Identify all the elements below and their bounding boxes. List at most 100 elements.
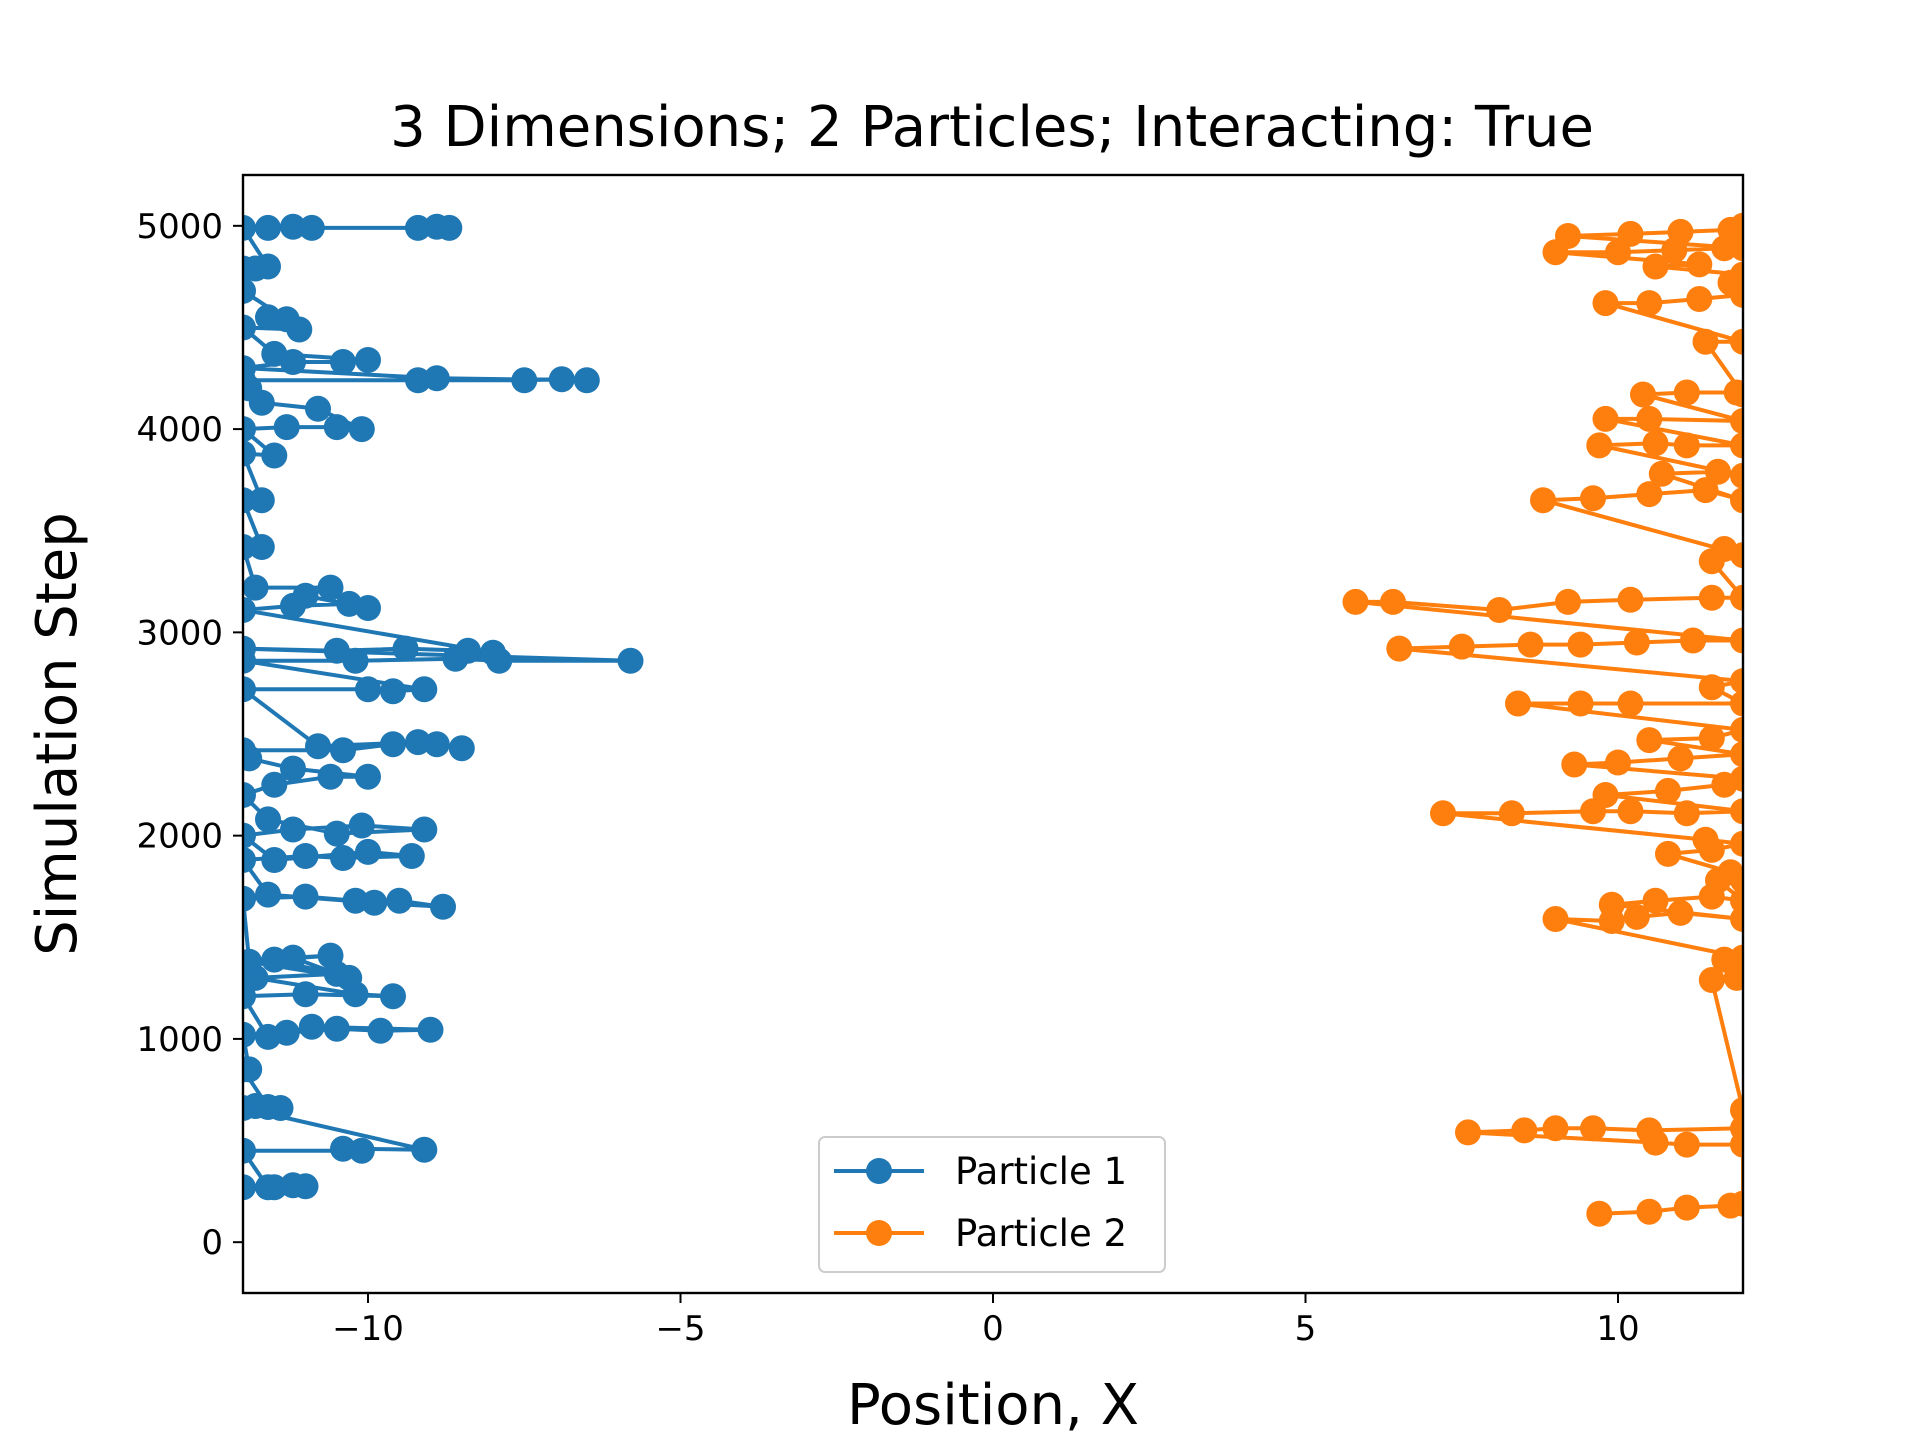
data-point-particle-2 — [1667, 218, 1694, 245]
data-point-particle-2 — [1617, 586, 1644, 613]
data-point-particle-2 — [1586, 432, 1613, 459]
data-point-particle-1 — [243, 1056, 263, 1083]
data-point-particle-1 — [243, 635, 256, 662]
data-point-particle-2 — [1542, 906, 1569, 932]
data-point-particle-2 — [1730, 584, 1743, 611]
data-point-particle-1 — [342, 887, 369, 914]
data-point-particle-2 — [1636, 290, 1663, 317]
data-point-particle-2 — [1448, 633, 1475, 660]
data-point-particle-1 — [243, 277, 256, 304]
data-point-particle-2 — [1673, 1131, 1700, 1158]
data-point-particle-1 — [330, 349, 356, 375]
data-point-particle-1 — [298, 214, 325, 241]
data-point-particle-2 — [1698, 674, 1725, 701]
data-point-particle-1 — [323, 820, 350, 847]
data-point-particle-2 — [1580, 1115, 1606, 1142]
data-point-particle-2 — [1730, 765, 1743, 792]
data-point-particle-1 — [355, 838, 381, 865]
data-point-particle-2 — [1511, 1117, 1538, 1144]
data-point-particle-1 — [280, 816, 306, 843]
data-point-particle-1 — [243, 314, 256, 341]
data-point-particle-1 — [292, 843, 319, 869]
data-point-particle-1 — [243, 676, 256, 703]
data-point-particle-2 — [1642, 430, 1669, 457]
data-point-particle-2 — [1636, 1198, 1663, 1225]
data-point-particle-1 — [317, 763, 344, 790]
data-point-particle-2 — [1498, 800, 1525, 827]
data-point-particle-1 — [292, 582, 319, 609]
data-point-particle-1 — [423, 731, 450, 758]
y-tick-label: 1000 — [136, 1020, 223, 1060]
data-point-particle-1 — [323, 637, 350, 664]
x-tick-label: −5 — [655, 1309, 705, 1349]
data-point-particle-2 — [1730, 542, 1743, 569]
series-particle-2 — [1342, 212, 1743, 1227]
legend: Particle 1 Particle 2 — [818, 1136, 1166, 1273]
data-point-particle-2 — [1342, 588, 1369, 615]
y-tick-label: 3000 — [136, 613, 223, 653]
data-point-particle-2 — [1730, 212, 1743, 239]
data-point-particle-2 — [1598, 891, 1625, 918]
data-point-particle-1 — [255, 253, 281, 280]
data-point-particle-1 — [573, 367, 600, 394]
data-point-particle-1 — [280, 755, 306, 782]
data-point-particle-2 — [1698, 967, 1725, 993]
data-point-particle-2 — [1698, 725, 1725, 752]
y-tick-label: 2000 — [136, 817, 223, 857]
data-point-particle-2 — [1711, 946, 1738, 973]
data-point-particle-1 — [423, 365, 450, 392]
legend-marker-particle-1 — [866, 1158, 892, 1184]
data-point-particle-2 — [1567, 690, 1594, 717]
data-point-particle-2 — [1680, 627, 1706, 654]
data-point-particle-1 — [348, 1137, 375, 1164]
data-point-particle-1 — [330, 1135, 356, 1162]
data-point-particle-1 — [292, 981, 319, 1008]
data-point-particle-2 — [1692, 826, 1719, 853]
data-point-particle-2 — [1586, 1200, 1613, 1227]
data-point-particle-1 — [255, 881, 281, 908]
data-point-particle-1 — [380, 678, 406, 705]
data-point-particle-2 — [1623, 629, 1650, 656]
data-point-particle-2 — [1730, 328, 1743, 355]
data-point-particle-1 — [405, 729, 431, 756]
data-point-particle-1 — [298, 1013, 325, 1040]
data-point-particle-2 — [1623, 903, 1650, 930]
data-point-particle-1 — [330, 737, 356, 764]
data-point-particle-1 — [323, 414, 350, 441]
data-point-particle-2 — [1655, 840, 1681, 867]
series-particle-1 — [243, 213, 644, 1201]
data-point-particle-1 — [248, 487, 275, 514]
x-tick-label: 0 — [982, 1309, 1004, 1349]
data-point-particle-1 — [255, 1094, 281, 1120]
data-point-particle-2 — [1730, 1097, 1743, 1124]
data-point-particle-2 — [1617, 798, 1644, 825]
data-point-particle-1 — [430, 893, 456, 920]
data-point-particle-2 — [1673, 432, 1700, 459]
data-point-particle-1 — [617, 647, 644, 674]
data-point-particle-1 — [405, 214, 431, 241]
data-point-particle-2 — [1517, 631, 1544, 658]
data-point-particle-2 — [1698, 584, 1725, 611]
data-point-particle-1 — [248, 534, 275, 560]
data-point-particle-1 — [355, 763, 381, 790]
y-tick-label: 5000 — [136, 207, 223, 247]
data-point-particle-2 — [1655, 777, 1681, 804]
data-point-particle-2 — [1686, 286, 1713, 312]
data-point-particle-2 — [1580, 485, 1606, 512]
data-point-particle-1 — [273, 414, 300, 441]
data-point-particle-2 — [1730, 432, 1743, 459]
data-point-particle-2 — [1636, 727, 1663, 754]
x-axis-title: Position, X — [847, 1373, 1139, 1438]
x-axis: −10 −5 0 5 10 — [332, 1293, 1640, 1349]
data-point-particle-1 — [448, 735, 475, 762]
data-point-particle-2 — [1730, 1190, 1743, 1217]
legend-label-particle-2: Particle 2 — [955, 1212, 1127, 1255]
data-point-particle-1 — [330, 845, 356, 871]
data-point-particle-1 — [348, 416, 375, 443]
data-point-particle-2 — [1386, 635, 1413, 662]
data-point-particle-2 — [1636, 1117, 1663, 1144]
data-point-particle-1 — [480, 639, 506, 666]
data-point-particle-1 — [411, 676, 438, 703]
data-point-particle-1 — [367, 1017, 394, 1044]
